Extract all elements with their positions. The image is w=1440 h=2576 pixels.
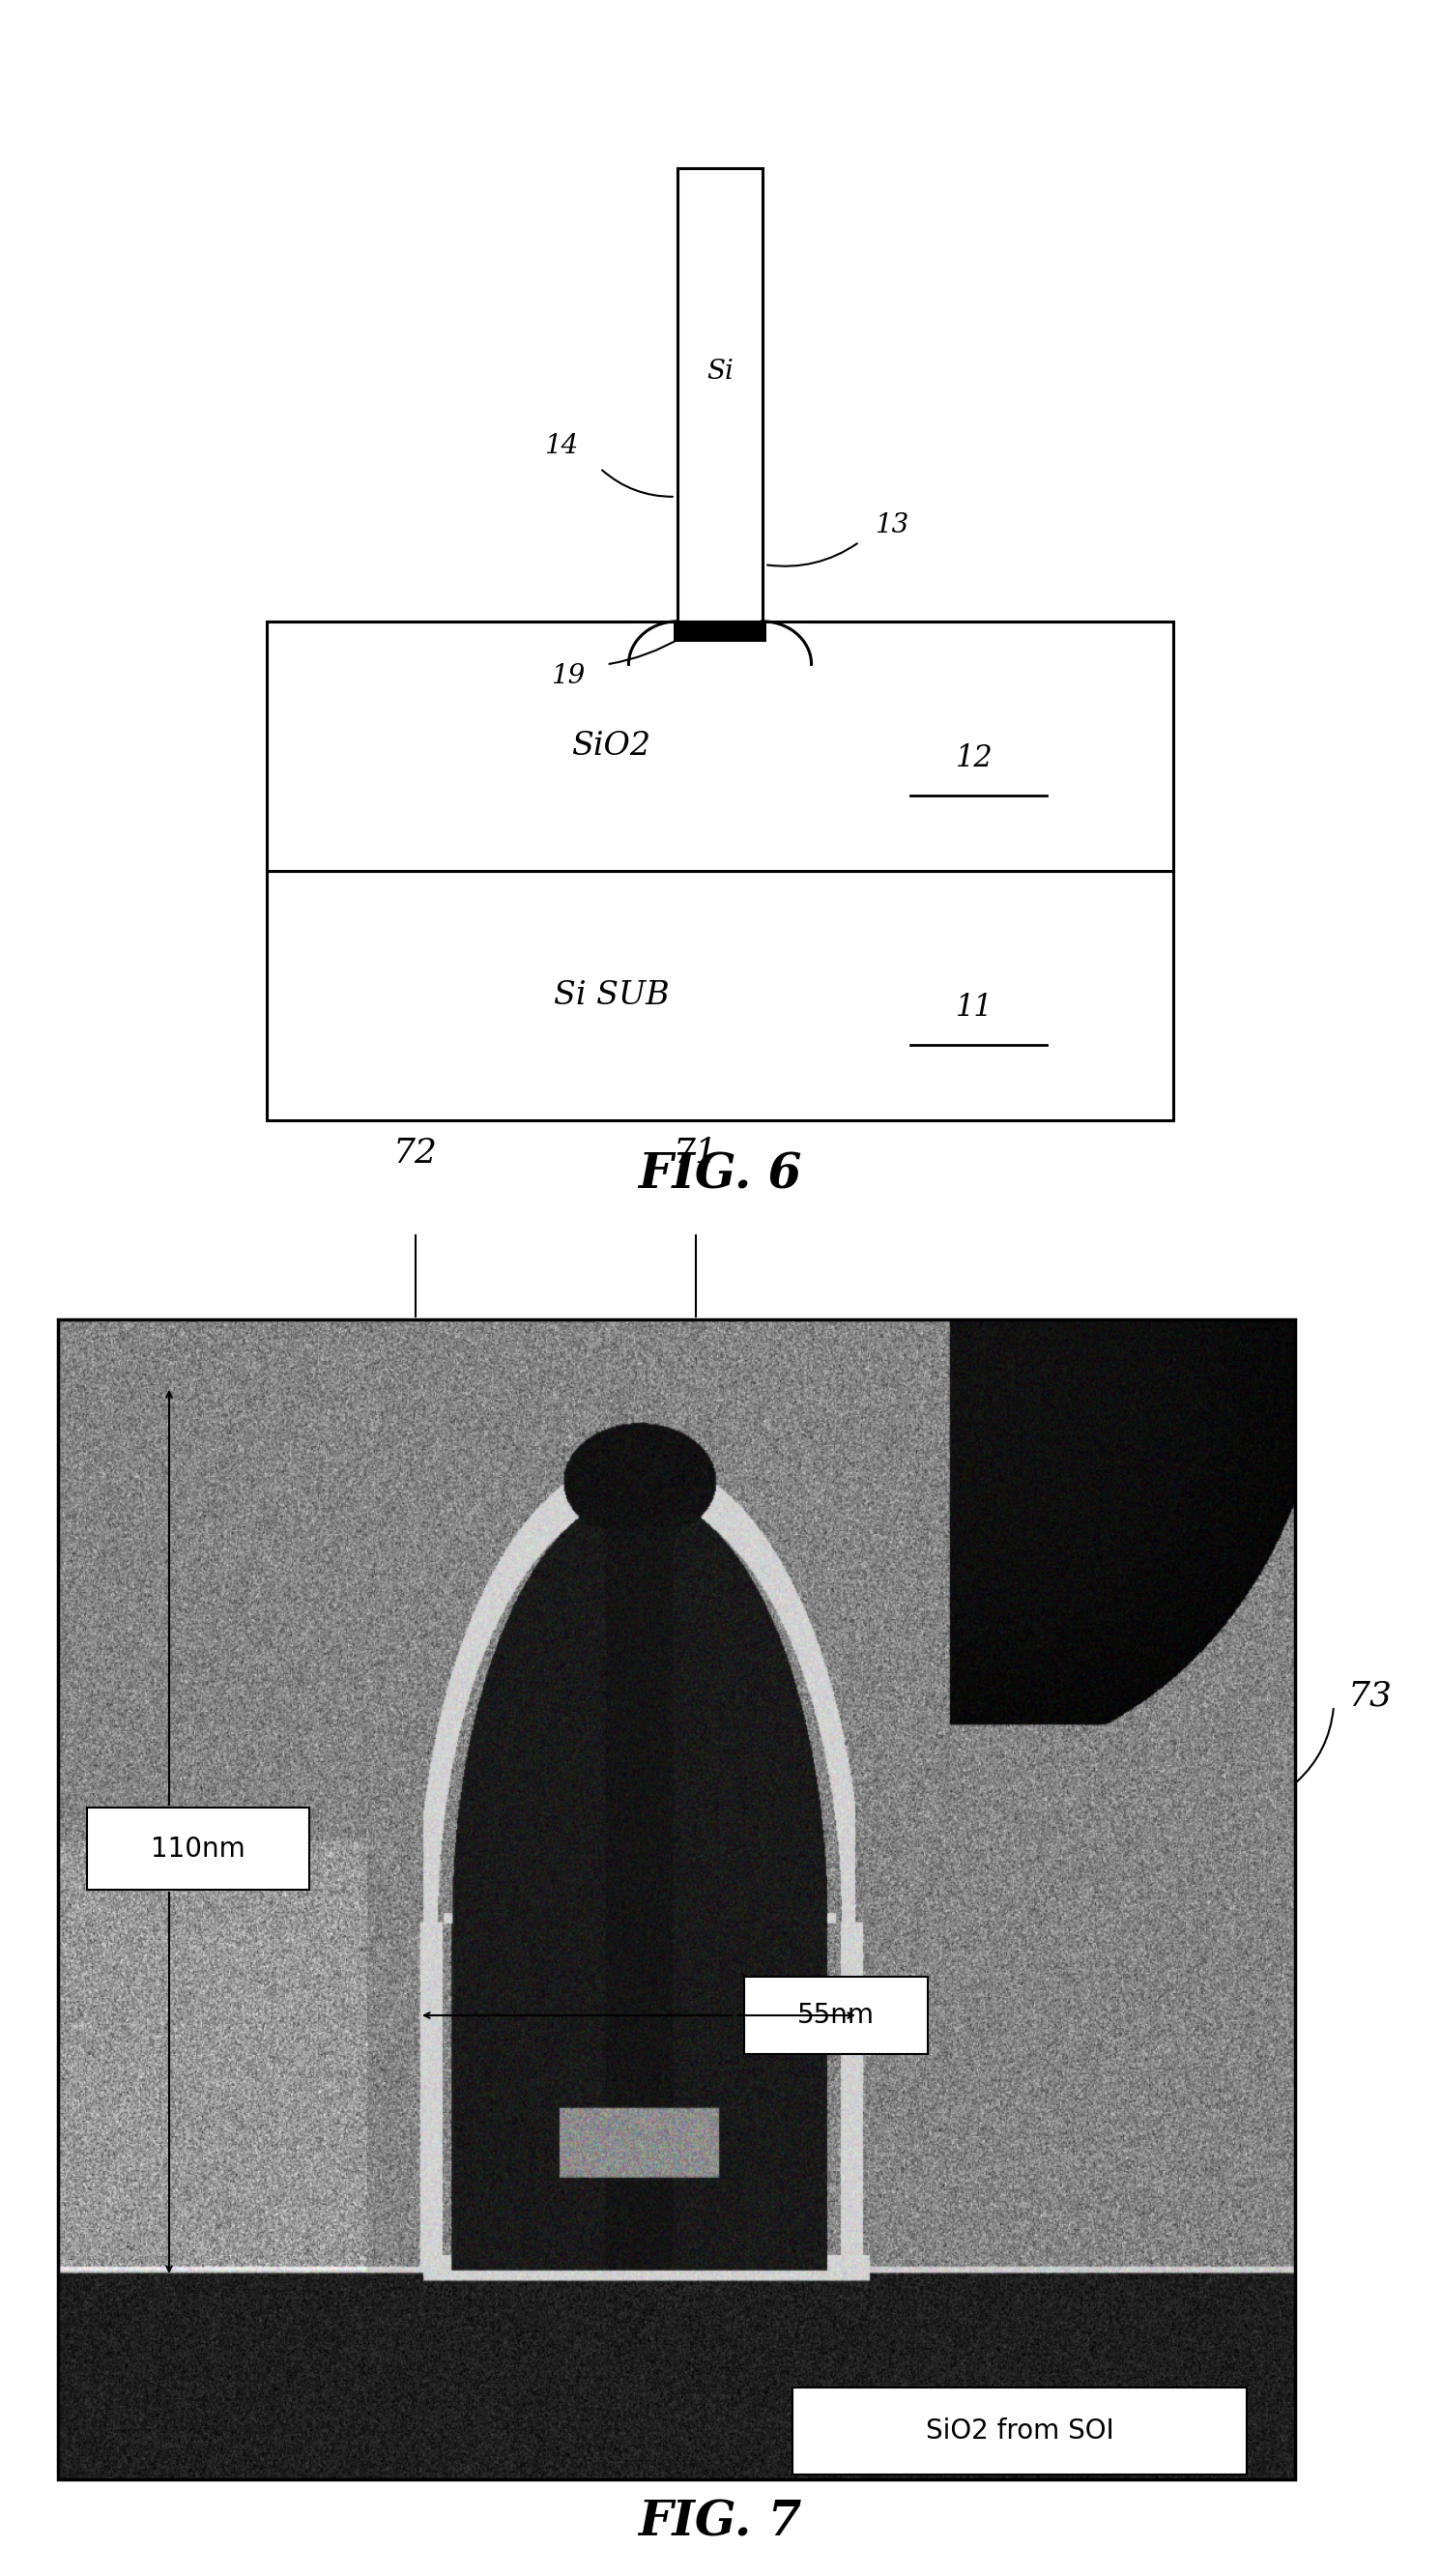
Text: Si SUB: Si SUB — [553, 979, 670, 1010]
Text: 13: 13 — [874, 513, 909, 538]
Bar — [86, 1808, 310, 1891]
Text: 12: 12 — [955, 744, 992, 773]
Bar — [674, 621, 766, 641]
Text: 72: 72 — [393, 1136, 438, 1170]
Bar — [792, 2388, 1247, 2476]
Text: 19: 19 — [550, 662, 585, 688]
Bar — [58, 1319, 1295, 2478]
Text: SiO2: SiO2 — [572, 732, 651, 762]
Text: 55nm: 55nm — [798, 2002, 874, 2030]
Text: 71: 71 — [674, 1136, 719, 1170]
Bar — [266, 621, 1174, 871]
Text: FIG. 7: FIG. 7 — [638, 2499, 802, 2548]
Text: SiO2 from SOI: SiO2 from SOI — [926, 2416, 1113, 2445]
Text: 11: 11 — [955, 992, 992, 1023]
Text: 73: 73 — [1348, 1680, 1392, 1713]
Bar — [266, 871, 1174, 1121]
Text: FIG. 6: FIG. 6 — [638, 1151, 802, 1200]
Text: Si: Si — [707, 358, 733, 384]
Bar — [744, 1976, 927, 2053]
Text: 110nm: 110nm — [151, 1837, 245, 1862]
Bar — [678, 167, 762, 621]
Text: 14: 14 — [544, 433, 579, 459]
